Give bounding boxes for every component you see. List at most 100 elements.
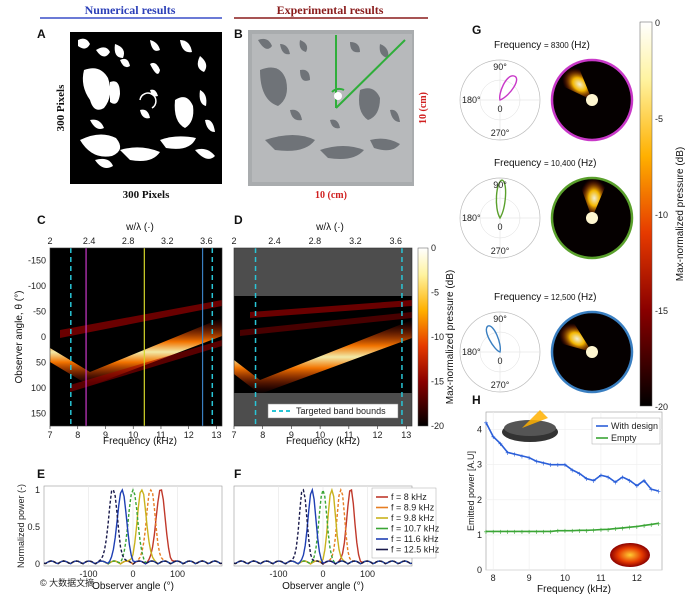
cut-panels: E F -100 0 100 0 0.5 1 -100 0 100 Observer angl… <box>16 467 440 592</box>
power-legend-label: With design <box>611 421 658 431</box>
power-data-point: + <box>541 527 546 536</box>
heatmap-colorbar-tick: -10 <box>431 332 444 342</box>
power-data-point: + <box>570 527 575 536</box>
polar-lobe <box>485 325 502 353</box>
heatmap-top-tick-label: 3.2 <box>349 236 362 246</box>
heatmap-xtick-label: 12 <box>184 430 194 440</box>
cuts-legend-label: f = 9.8 kHz <box>391 513 435 523</box>
panel-e-ylabel: Normalized power (-) <box>16 484 26 568</box>
cuts-ytick-label: 0 <box>35 559 40 569</box>
heatmap-xtick-label: 8 <box>75 430 80 440</box>
polar-angle-180: 180° <box>462 213 481 223</box>
polar-angle-90: 90° <box>493 180 507 190</box>
panel-d-xlabel: Frequency (kHz) <box>286 436 360 447</box>
heatmap-xtick-label: 11 <box>344 430 353 440</box>
heatmap-xtick-label: 13 <box>211 430 221 440</box>
cuts-xtick-label: -100 <box>79 569 97 579</box>
polar-colorbar-label: Max-normalized pressure (dB) <box>675 147 686 282</box>
power-xtick-label: 12 <box>632 573 642 583</box>
power-ytick-label: 1 <box>477 530 482 540</box>
cuts-xtick-label: 0 <box>320 569 325 579</box>
panel-c-top-axis-label: w/λ (·) <box>125 222 154 233</box>
polar-angle-270: 270° <box>491 380 510 390</box>
panel-e-xlabel: Observer angle (°) <box>92 581 174 592</box>
power-xtick-label: 10 <box>560 573 570 583</box>
power-data-point: + <box>620 524 625 533</box>
power-data-point: + <box>584 475 589 484</box>
highlight-frequency-lines <box>85 248 204 426</box>
heatmap-axes: 7 8 9 10 11 12 13 2 2.4 2.8 3.2 3.6 7 8 9 10 11 12 13 2 2.4 2… <box>28 236 413 440</box>
power-data-point: + <box>599 526 604 535</box>
polar-lobe <box>499 75 518 101</box>
power-data-point: + <box>613 478 618 487</box>
power-data-point: + <box>606 525 611 534</box>
numerical-design-image <box>70 32 222 184</box>
heatmap-xtick-label: 10 <box>315 430 325 440</box>
heatmap-colorbar-tick: -5 <box>431 288 439 298</box>
frequency-title: Frequency = 8300 (Hz) <box>494 40 590 51</box>
field-source <box>586 212 598 224</box>
power-data-point: + <box>548 461 553 470</box>
heatmap-ytick-label: 150 <box>31 408 46 418</box>
polar-lobe <box>495 179 507 220</box>
cuts-xtick-label: -100 <box>269 569 287 579</box>
panel-a-label: A <box>37 27 46 41</box>
cuts-xtick-label: 100 <box>170 569 185 579</box>
power-data-point: + <box>512 527 517 536</box>
power-data-point: + <box>642 521 647 530</box>
power-data-point: + <box>491 527 496 536</box>
heatmap-top-tick-label: 2 <box>231 236 236 246</box>
cuts-ytick-label: 1 <box>35 485 40 495</box>
heatmap-ytick-label: -50 <box>33 307 46 317</box>
polar-colorbar-tick: -15 <box>655 306 668 316</box>
power-data-point: + <box>512 450 517 459</box>
heatmap-xtick-label: 9 <box>103 430 108 440</box>
power-data-point: + <box>556 461 561 470</box>
polar-angle-270: 270° <box>491 246 510 256</box>
power-legend-label: Empty <box>611 433 637 443</box>
power-data-point: + <box>556 527 561 536</box>
field-source <box>586 346 598 358</box>
cuts-legend-label: f = 8 kHz <box>391 492 427 502</box>
panel-d-top-axis-label: w/λ (·) <box>315 222 344 233</box>
polar-angle-90: 90° <box>493 314 507 324</box>
field-beam <box>554 319 592 352</box>
heatmap-ytick-label: -100 <box>28 281 46 291</box>
power-ytick-label: 2 <box>477 495 482 505</box>
heatmap-top-tick-label: 3.2 <box>161 236 174 246</box>
power-data-point: + <box>599 471 604 480</box>
power-data-point: + <box>656 519 661 528</box>
watermark: © 大数据文摘 <box>40 577 94 588</box>
power-data-point: + <box>627 523 632 532</box>
heatmap-colorbar-tick: 0 <box>431 243 436 253</box>
power-data-point: + <box>591 526 596 535</box>
power-data-point: + <box>563 527 568 536</box>
power-ytick-label: 0 <box>477 565 482 575</box>
heatmap-top-tick-label: 2.8 <box>122 236 135 246</box>
power-ytick-label: 3 <box>477 460 482 470</box>
power-ylabel: Emitted power [A.U] <box>466 451 476 531</box>
panel-d-label: D <box>234 213 243 227</box>
panel-g: G Frequency = 8300 (Hz) 90° 180° 0 270° Frequ… <box>459 18 686 412</box>
power-xtick-label: 11 <box>596 573 605 583</box>
polar-colorbar <box>639 21 653 407</box>
power-data-point: + <box>498 440 503 449</box>
cuts-ytick-label: 0.5 <box>27 522 40 532</box>
panel-e-label: E <box>37 467 45 481</box>
heatmap-frame <box>233 247 413 427</box>
heatmap-top-tick-label: 2 <box>47 236 52 246</box>
cut-series-line <box>43 489 223 565</box>
heatmap-panels: C D w/λ (·) w/λ (·) 7 8 9 10 11 12 13 2 2.4 2.8 3.… <box>14 213 456 447</box>
power-legend <box>591 417 661 445</box>
polar-angle-270: 270° <box>491 128 510 138</box>
polar-colorbar-tick: -5 <box>655 114 663 124</box>
band-legend-label: Targeted band bounds <box>296 406 386 416</box>
panel-a: Numerical results A 300 Pixels 300 Pixel… <box>37 3 222 201</box>
device-empty-illustration <box>610 543 650 567</box>
power-data-point: + <box>627 476 632 485</box>
power-data-point: + <box>520 452 525 461</box>
power-data-point: + <box>534 527 539 536</box>
panel-f-label: F <box>234 467 241 481</box>
power-data-point: + <box>656 487 661 496</box>
